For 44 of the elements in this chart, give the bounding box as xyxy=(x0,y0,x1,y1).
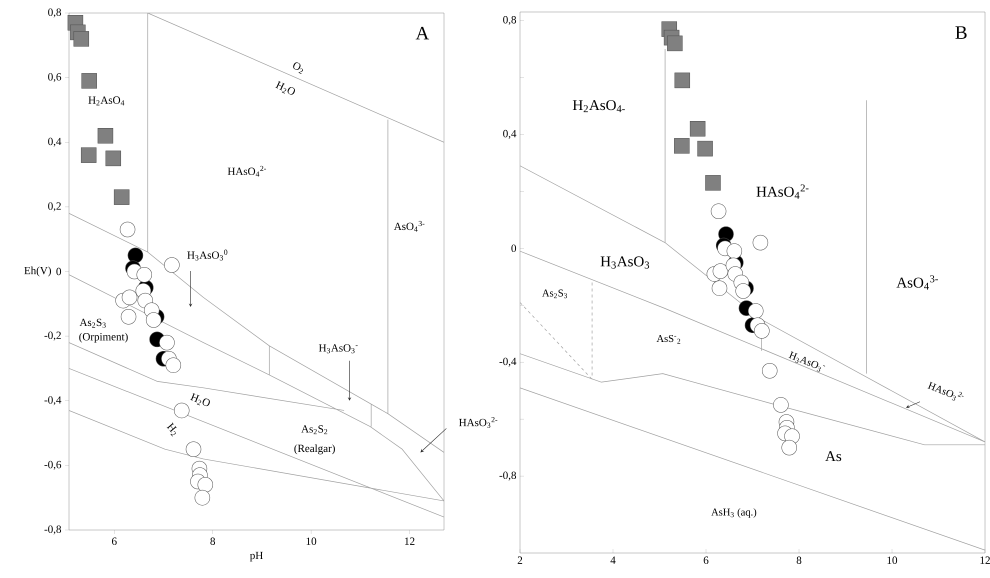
y-tick-label: -0,8 xyxy=(499,472,516,481)
y-tick-label: 0 xyxy=(511,244,516,252)
y-tick-label: 0 xyxy=(56,268,62,276)
annotation: As$_{2}$S$_{3}$ xyxy=(80,318,106,328)
annotation: O$_{2}$ xyxy=(293,62,303,74)
annotation: H$_{2}$O xyxy=(190,393,210,406)
y-tick-label: 0,4 xyxy=(48,138,62,147)
annotation: As$_{2}$S$_{3}$ xyxy=(542,290,568,298)
x-tick-label: 8 xyxy=(796,556,802,564)
text: A xyxy=(416,26,430,40)
x-tick-label: 12 xyxy=(980,556,990,564)
y-tick-label: 0,8 xyxy=(48,8,62,18)
x-tick-label: 10 xyxy=(306,538,316,545)
y-tick-label: -0,6 xyxy=(44,460,62,470)
annotation: AsH$_{3}$ (aq.) xyxy=(711,508,756,518)
annotation: (Realgar) xyxy=(294,444,335,454)
x-axis-title: pH xyxy=(250,552,263,562)
y-tick-label: -0,8 xyxy=(44,526,62,535)
y-tick-label: 0,8 xyxy=(503,16,516,26)
annotation: H$_{2}$AsO$_{4-}$ xyxy=(572,100,625,112)
y-tick-label: 0,6 xyxy=(48,73,62,82)
x-tick-label: 4 xyxy=(610,556,616,564)
y-tick-label: -0,4 xyxy=(499,358,516,367)
annotation: H$_{2}$ xyxy=(166,422,177,437)
x-tick-label: 10 xyxy=(887,556,898,564)
annotation: H$_{3}$AsO$_{3}$ xyxy=(600,256,650,269)
y-tick-label: -0,2 xyxy=(44,332,61,341)
x-tick-label: 6 xyxy=(112,538,117,545)
y-tick-label: 0,4 xyxy=(503,130,516,139)
x-tick-label: 6 xyxy=(704,556,708,564)
x-tick-label: 12 xyxy=(405,538,414,545)
y-axis-title: Eh(V) xyxy=(24,266,51,276)
annotation: H$_{2}$AsO$_{4}$ xyxy=(88,96,124,106)
x-tick-label: 2 xyxy=(518,556,522,564)
y-tick-label: -0,4 xyxy=(44,396,62,406)
x-tick-label: 8 xyxy=(210,538,216,545)
text: B xyxy=(955,26,967,39)
annotation: HAsO$_{4}$2- xyxy=(756,184,809,199)
annotation: As$_{2}$S$_{2}$ xyxy=(301,425,328,434)
annotation: (Orpiment) xyxy=(79,332,128,343)
annotation: AsO$_{4}$3- xyxy=(896,275,938,290)
annotation: H$_{2}$O xyxy=(275,80,295,95)
y-tick-label: 0,2 xyxy=(48,202,61,212)
annotation: As xyxy=(825,451,842,462)
